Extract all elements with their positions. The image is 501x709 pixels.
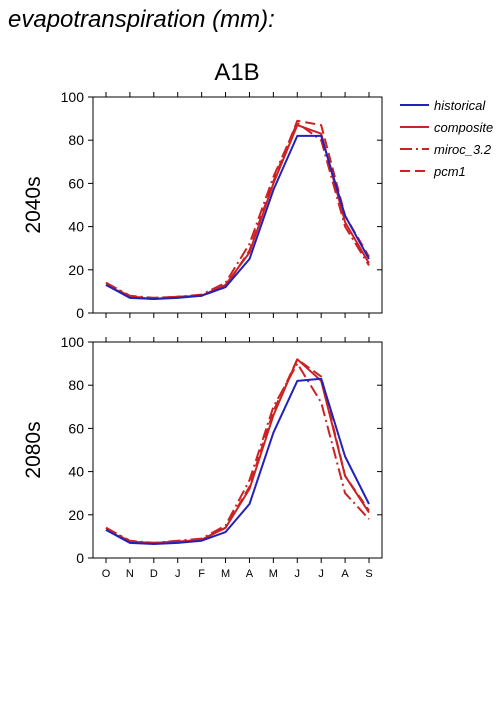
series-line-miroc-3-2: [105, 121, 370, 299]
legend-item: miroc_3.2: [400, 142, 492, 157]
xtick-label: J: [295, 568, 301, 580]
plot-frame: [92, 96, 383, 314]
scenario-label: A1B: [214, 59, 259, 86]
ytick-label: 60: [68, 420, 84, 436]
xtick-label: J: [175, 568, 181, 580]
legend-label: miroc_3.2: [434, 142, 492, 157]
ytick-label: 100: [61, 89, 85, 105]
plot-frame: [92, 341, 383, 559]
series-line-historical: [105, 134, 370, 300]
panels: 0 20 40 60 80 100 2040s 0 20 40 60 80 100 O N D J F M A M J J A…: [22, 89, 383, 580]
legend: historical composite miroc_3.2 pcm1: [400, 98, 493, 179]
xtick-label: A: [341, 568, 349, 580]
panel-label: 2080s: [22, 421, 45, 478]
legend-label: composite: [434, 120, 493, 135]
xtick-label: O: [102, 568, 111, 580]
xtick-label: N: [126, 568, 134, 580]
ytick-label: 80: [68, 132, 84, 148]
ytick-label: 40: [68, 464, 84, 480]
figure-title: evapotranspiration (mm):: [8, 6, 275, 33]
ytick-label: 0: [76, 305, 84, 321]
ytick-label: 100: [61, 334, 85, 350]
ytick-label: 20: [68, 262, 84, 278]
xtick-label: M: [269, 568, 278, 580]
panel-2080s: 0 20 40 60 80 100 O N D J F M A M J J A S 2080s: [22, 334, 383, 580]
legend-item: historical: [400, 98, 486, 113]
ytick-label: 20: [68, 507, 84, 523]
legend-item: composite: [400, 120, 493, 135]
series-line-pcm1: [105, 119, 370, 299]
xtick-label: J: [318, 568, 324, 580]
series-line-composite: [105, 358, 370, 544]
ytick-label: 80: [68, 377, 84, 393]
ytick-label: 60: [68, 175, 84, 191]
series-line-historical: [105, 377, 370, 545]
xtick-label: S: [365, 568, 372, 580]
ytick-label: 40: [68, 219, 84, 235]
panel-2040s: 0 20 40 60 80 100 2040s: [22, 89, 383, 321]
xtick-label: M: [221, 568, 230, 580]
series-line-pcm1: [105, 358, 370, 544]
legend-label: historical: [434, 98, 486, 113]
legend-label: pcm1: [433, 164, 466, 179]
xtick-label: F: [198, 568, 205, 580]
series-line-miroc-3-2: [105, 362, 370, 544]
panel-label: 2040s: [22, 176, 45, 233]
legend-item: pcm1: [400, 164, 466, 179]
xtick-label: A: [246, 568, 254, 580]
xtick-label: D: [150, 568, 158, 580]
ytick-label: 0: [76, 550, 84, 566]
